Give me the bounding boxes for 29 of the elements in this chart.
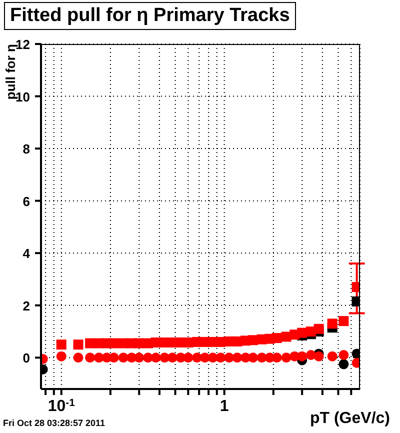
y-tick-label: 2 — [22, 298, 30, 314]
y-tick-label: 10 — [16, 89, 30, 104]
point — [85, 352, 96, 363]
point — [314, 324, 324, 334]
y-tick-label: 0 — [22, 350, 30, 366]
point — [167, 352, 178, 363]
point — [216, 352, 226, 363]
y-tick-label: 4 — [22, 246, 31, 262]
point — [248, 352, 258, 363]
point — [314, 351, 324, 362]
x-tick-label: 1 — [220, 398, 229, 415]
y-axis-title: pull for η — [3, 44, 18, 100]
chart-title: Fitted pull for η Primary Tracks — [4, 2, 296, 30]
point — [150, 352, 161, 363]
point — [118, 352, 128, 363]
point — [232, 352, 242, 363]
point — [85, 338, 96, 348]
x-tick-label: 10$^{-1}$ — [48, 398, 76, 415]
y-tick-label: 6 — [22, 194, 30, 209]
point — [134, 352, 144, 363]
point — [281, 352, 292, 363]
y-tick-label: 8 — [22, 142, 30, 157]
point — [297, 351, 308, 362]
x-axis-title: pT (GeV/c) — [310, 410, 390, 428]
point — [108, 352, 119, 363]
y-tick-label: 12 — [16, 37, 30, 52]
point — [272, 352, 282, 363]
point — [183, 352, 194, 363]
text: Fri Oct 28 03:28:57 2011 — [3, 418, 106, 428]
